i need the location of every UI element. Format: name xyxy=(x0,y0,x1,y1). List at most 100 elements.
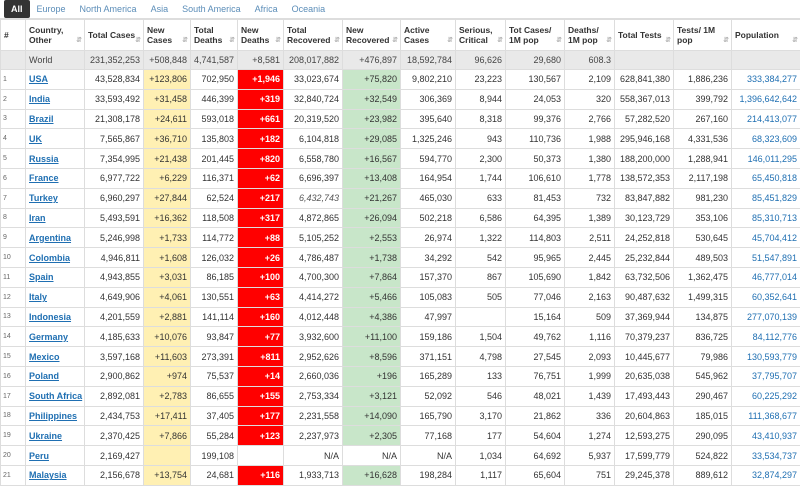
cell-active-cases: 594,770 xyxy=(400,148,456,169)
sort-arrows-icon[interactable]: ⇵ xyxy=(665,37,671,44)
population-link[interactable]: 1,396,642,642 xyxy=(739,94,797,105)
header-total-cases[interactable]: Total Cases ⇵ xyxy=(84,19,144,51)
country-link[interactable]: Germany xyxy=(29,331,69,342)
country-link[interactable]: Iran xyxy=(29,212,46,223)
cell-active-cases: 1,325,246 xyxy=(400,128,456,150)
cell-total-deaths: 55,284 xyxy=(190,425,238,447)
population-link[interactable]: 32,874,297 xyxy=(751,470,797,481)
tab-south-america[interactable]: South America xyxy=(182,4,241,14)
header-label: Population xyxy=(735,30,779,40)
population-link[interactable]: 130,593,779 xyxy=(746,351,797,362)
population-link[interactable]: 37,795,707 xyxy=(751,371,797,382)
sort-arrows-icon[interactable]: ⇵ xyxy=(76,37,82,44)
population-link[interactable]: 51,547,891 xyxy=(751,252,797,263)
header-deaths-per-million[interactable]: Deaths/ 1M pop ⇵ xyxy=(564,19,615,51)
cell-cases-per-million: 64,395 xyxy=(505,207,565,229)
country-link[interactable]: Indonesia xyxy=(29,311,72,322)
population-link[interactable]: 60,352,641 xyxy=(751,292,797,303)
population-link[interactable]: 84,112,776 xyxy=(752,331,797,342)
cell-rank: 10 xyxy=(0,247,26,268)
population-link[interactable]: 68,323,609 xyxy=(751,133,797,144)
country-link[interactable]: Brazil xyxy=(29,113,54,124)
sort-arrows-icon[interactable]: ⇵ xyxy=(334,37,340,44)
population-link[interactable]: 85,310,713 xyxy=(751,212,797,223)
country-link[interactable]: Philippines xyxy=(29,410,78,421)
cell-deaths-per-million: 509 xyxy=(564,306,615,328)
cell-total-cases: 2,892,081 xyxy=(84,385,144,407)
header-new-recovered[interactable]: New Recovered ⇵ xyxy=(342,19,401,51)
header-new-cases[interactable]: New Cases ⇵ xyxy=(143,19,191,51)
header-total-tests[interactable]: Total Tests ⇵ xyxy=(614,19,674,51)
sort-arrows-icon[interactable]: ⇵ xyxy=(556,37,562,44)
cell-new-deaths: +63 xyxy=(237,286,284,308)
population-link[interactable]: 333,384,277 xyxy=(746,74,797,85)
cell-total-recovered: 6,558,780 xyxy=(283,148,343,169)
country-link[interactable]: Argentina xyxy=(29,232,72,243)
country-link[interactable]: Russia xyxy=(29,153,59,164)
cell-population: 277,070,139 xyxy=(731,306,800,328)
sort-arrows-icon[interactable]: ⇵ xyxy=(182,37,188,44)
population-link[interactable]: 60,225,292 xyxy=(751,391,797,402)
population-link[interactable]: 111,368,677 xyxy=(748,410,797,421)
population-link[interactable]: 45,704,412 xyxy=(751,232,797,243)
country-link[interactable]: Spain xyxy=(29,272,54,283)
country-link[interactable]: Italy xyxy=(29,292,48,303)
cell-cases-per-million: 64,692 xyxy=(505,445,565,466)
country-link[interactable]: Colombia xyxy=(29,252,71,263)
table-row: 5 Russia 7,354,995 +21,438 201,445 +820 6,558,… xyxy=(0,148,800,169)
sort-arrows-icon[interactable]: ⇵ xyxy=(275,37,281,44)
header-country[interactable]: Country, Other ⇵ xyxy=(25,19,85,51)
header-total-deaths[interactable]: Total Deaths ⇵ xyxy=(190,19,238,51)
population-link[interactable]: 214,413,077 xyxy=(746,113,797,124)
header-population[interactable]: Population ⇵ xyxy=(731,19,800,51)
sort-arrows-icon[interactable]: ⇵ xyxy=(135,37,141,44)
country-link[interactable]: South Africa xyxy=(29,391,83,402)
header-total-recovered[interactable]: Total Recovered ⇵ xyxy=(283,19,343,51)
cell-serious-critical: 177 xyxy=(455,425,506,447)
sort-arrows-icon[interactable]: ⇵ xyxy=(606,37,612,44)
tab-africa[interactable]: Africa xyxy=(254,4,278,14)
header-active-cases[interactable]: Active Cases ⇵ xyxy=(400,19,456,51)
header-serious-critical[interactable]: Serious, Critical ⇵ xyxy=(455,19,506,51)
country-link[interactable]: Peru xyxy=(29,450,50,461)
header-new-deaths[interactable]: New Deaths ⇵ xyxy=(237,19,284,51)
population-link[interactable]: 146,011,295 xyxy=(747,153,797,164)
sort-arrows-icon[interactable]: ⇵ xyxy=(229,37,235,44)
sort-arrows-icon[interactable]: ⇵ xyxy=(723,37,729,44)
sort-arrows-icon[interactable]: ⇵ xyxy=(447,37,453,44)
population-link[interactable]: 85,451,829 xyxy=(751,193,797,204)
country-link[interactable]: India xyxy=(29,94,51,105)
country-link[interactable]: France xyxy=(29,173,59,184)
tab-all[interactable]: All xyxy=(4,0,30,18)
sort-arrows-icon[interactable]: ⇵ xyxy=(392,37,398,44)
header-rank[interactable]: # xyxy=(0,19,26,51)
header-tests-per-million[interactable]: Tests/ 1M pop ⇵ xyxy=(673,19,732,51)
country-link[interactable]: Turkey xyxy=(29,193,58,204)
header-cases-per-million[interactable]: Tot Cases/ 1M pop ⇵ xyxy=(505,19,565,51)
sort-arrows-icon[interactable]: ⇵ xyxy=(792,37,798,44)
population-link[interactable]: 33,534,737 xyxy=(751,450,797,461)
country-link[interactable]: USA xyxy=(29,74,49,85)
cell-total-cases: 6,960,297 xyxy=(84,187,144,209)
country-link[interactable]: Malaysia xyxy=(29,470,67,481)
population-link[interactable]: 43,410,937 xyxy=(751,430,797,441)
tab-oceania[interactable]: Oceania xyxy=(291,4,326,14)
cell-new-recovered: +2,305 xyxy=(342,425,401,447)
country-link[interactable]: Poland xyxy=(29,371,60,382)
cell-population: 1,396,642,642 xyxy=(731,88,800,110)
population-link[interactable]: 65,450,818 xyxy=(751,173,797,184)
country-link[interactable]: Mexico xyxy=(29,351,60,362)
country-link[interactable]: Ukraine xyxy=(29,430,63,441)
population-link[interactable]: 46,777,014 xyxy=(751,272,797,283)
table-row: 16 Poland 2,900,862 +974 75,537 +14 2,660,036 +… xyxy=(0,365,800,387)
sort-arrows-icon[interactable]: ⇵ xyxy=(497,37,503,44)
tab-north-america[interactable]: North America xyxy=(79,4,137,14)
cell-population: 111,368,677 xyxy=(731,405,800,427)
cell-tests-per-million: 134,875 xyxy=(673,306,732,328)
header-label: Country, Other xyxy=(29,25,64,45)
country-link[interactable]: UK xyxy=(29,133,42,144)
population-link[interactable]: 277,070,139 xyxy=(746,311,797,322)
cell-deaths-per-million: 2,109 xyxy=(564,69,615,90)
tab-europe[interactable]: Europe xyxy=(36,4,66,14)
tab-asia[interactable]: Asia xyxy=(150,4,169,14)
